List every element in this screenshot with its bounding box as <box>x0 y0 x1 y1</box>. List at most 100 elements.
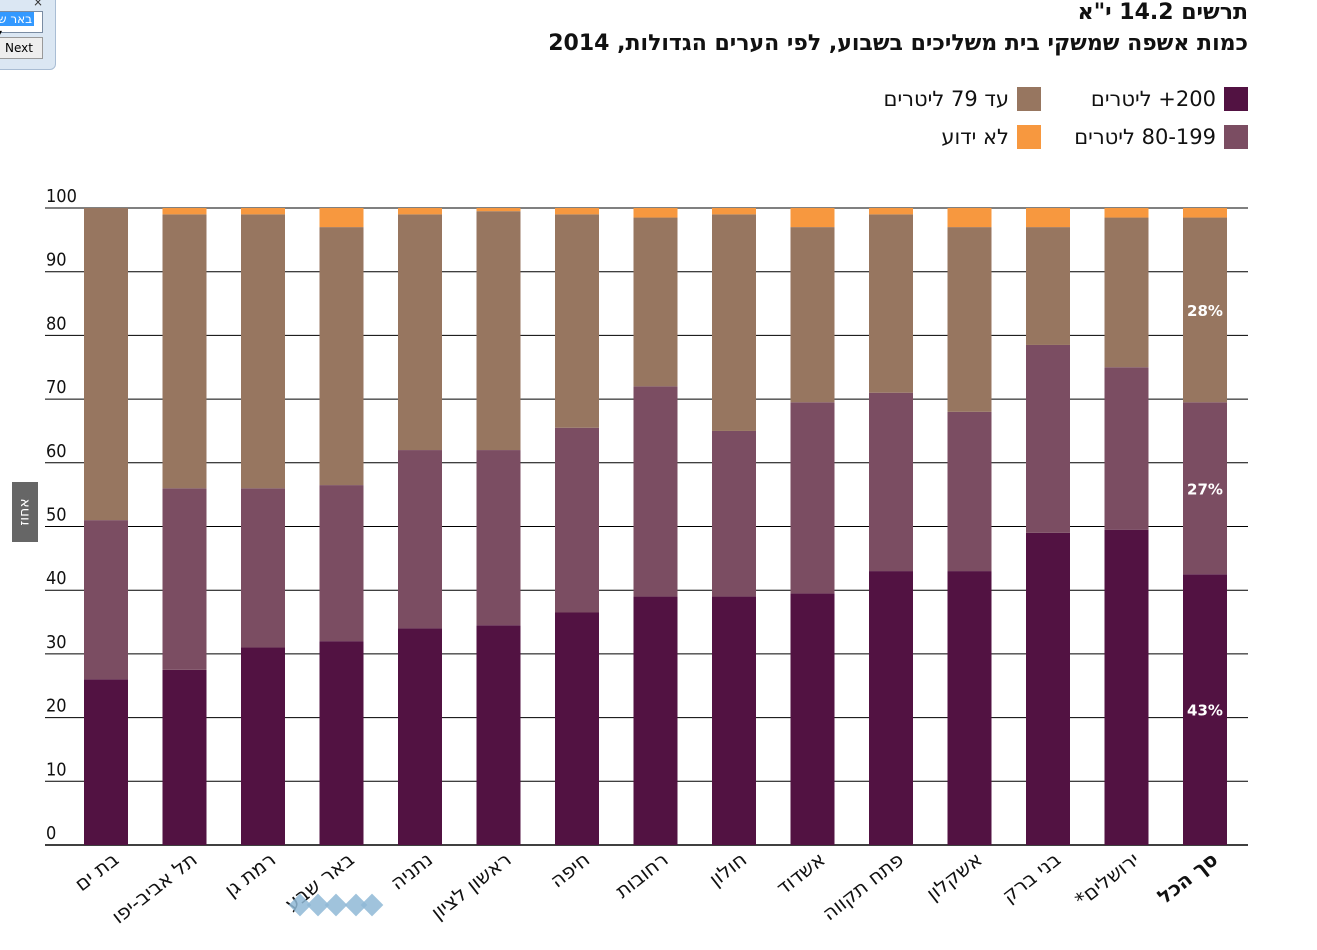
bar-segment <box>84 679 128 845</box>
bar-segment <box>633 596 678 845</box>
x-tick-label: רחובות <box>611 847 673 903</box>
legend-swatch <box>1224 87 1248 111</box>
bar-segment <box>1104 217 1149 368</box>
bar-segment <box>319 485 364 642</box>
bar-segment <box>869 392 913 572</box>
x-tick-label: סך הכל <box>1153 847 1222 909</box>
x-tick-label: פתח תקווה <box>817 847 908 925</box>
legend-label: עד 79 ליטרים <box>883 87 1009 111</box>
find-widget: × באר ש ▾ Next <box>0 0 56 70</box>
chart-title: כמות אשפה שמשקי בית משליכים בשבוע, לפי ה… <box>548 31 1248 56</box>
y-tick-label: 20 <box>46 696 67 717</box>
x-tick-label: בני ברק <box>997 847 1065 907</box>
bar-segment <box>241 214 285 489</box>
search-highlight-mark <box>344 893 368 917</box>
y-tick-label: 0 <box>46 823 56 844</box>
y-tick-label: 100 <box>46 186 77 207</box>
bar-segment <box>241 647 285 845</box>
bar-segment <box>1026 344 1070 533</box>
bar-segment <box>790 208 835 228</box>
find-next-button[interactable]: Next <box>0 37 43 59</box>
x-tick-label: חולון <box>704 847 751 891</box>
bar-segment <box>633 208 678 218</box>
bar-segment <box>633 386 678 597</box>
bar-segment <box>712 208 756 215</box>
bar-segment <box>947 571 992 845</box>
bar-segment <box>555 612 599 845</box>
close-icon[interactable]: × <box>33 0 44 9</box>
y-tick-label: 30 <box>46 632 67 653</box>
bar-segment <box>476 450 521 626</box>
bar-segment <box>241 208 285 215</box>
bar-segment <box>790 593 835 845</box>
legend-item-80-199: 80-199 ליטרים <box>1074 125 1248 149</box>
bar-segment <box>555 208 599 215</box>
bar-segment <box>1183 574 1227 845</box>
y-tick-label: 50 <box>46 505 67 526</box>
bar-segment <box>1183 217 1227 403</box>
y-tick-label: 80 <box>46 313 67 334</box>
bar-segment <box>869 571 913 845</box>
bar-segment <box>1183 402 1227 575</box>
bar-segment <box>712 430 756 597</box>
data-label: 43% <box>1187 702 1223 720</box>
y-tick-label: 90 <box>46 250 67 271</box>
bar-segment <box>162 488 207 670</box>
bar-segment <box>162 214 207 489</box>
find-search-select[interactable]: באר ש ▾ <box>0 11 43 40</box>
bar-segment <box>241 488 285 648</box>
legend-swatch <box>1017 125 1041 149</box>
bar-segment <box>1104 208 1149 218</box>
bar-segment <box>947 227 992 412</box>
x-tick-label: ירושלים* <box>1070 847 1143 912</box>
search-highlight-mark <box>324 893 348 917</box>
x-tick-label: נתניה <box>385 847 437 895</box>
search-highlight-mark <box>306 893 330 917</box>
bar-segment <box>84 520 128 680</box>
bar-segment <box>1104 529 1149 845</box>
bar-segment <box>947 411 992 572</box>
y-tick-label: 40 <box>46 568 67 589</box>
bar-segment <box>869 208 913 215</box>
bar-segment <box>1026 208 1070 228</box>
search-highlight-mark <box>288 893 312 917</box>
legend-item-200plus: 200+ ליטרים <box>1091 87 1248 111</box>
x-tick-label: אשקלון <box>921 847 986 905</box>
x-tick-label: ראשון לציון <box>426 847 515 924</box>
bar-segment <box>398 450 442 629</box>
x-tick-label: חיפה <box>545 847 594 892</box>
bar-segment <box>1183 208 1227 218</box>
bar-segment <box>712 214 756 431</box>
x-tick-label: בת ים <box>70 847 123 896</box>
bar-segment <box>162 208 207 215</box>
bar-segment <box>869 214 913 393</box>
bar-segment <box>712 596 756 845</box>
bar-segment <box>319 227 364 486</box>
bar-segment <box>162 669 207 845</box>
bar-segment <box>319 208 364 228</box>
x-tick-label: רמת גן <box>220 847 281 902</box>
bar-segment <box>555 214 599 428</box>
bar-segment <box>476 211 521 451</box>
bar-segment <box>555 427 599 613</box>
bar-segment <box>1026 532 1070 845</box>
legend-item-upto79: עד 79 ליטרים <box>884 87 1041 111</box>
bar-segment <box>633 217 678 387</box>
y-tick-label: 60 <box>46 441 67 462</box>
bar-segment <box>476 208 521 212</box>
bar-segment <box>398 628 442 845</box>
data-label: 27% <box>1187 480 1223 498</box>
bar-segment <box>790 227 835 403</box>
bar-segment <box>790 402 835 594</box>
bar-segment <box>1104 367 1149 530</box>
y-axis-label-tab: אחוז <box>12 482 38 542</box>
bar-segment <box>947 208 992 228</box>
legend-swatch <box>1017 87 1041 111</box>
search-highlight-mark <box>360 893 384 917</box>
legend-label: 80-199 ליטרים <box>1074 125 1216 149</box>
data-label: 28% <box>1187 302 1223 320</box>
legend-item-unknown: לא ידוע <box>941 125 1041 149</box>
legend-label: לא ידוע <box>941 125 1009 149</box>
y-tick-label: 70 <box>46 377 67 398</box>
